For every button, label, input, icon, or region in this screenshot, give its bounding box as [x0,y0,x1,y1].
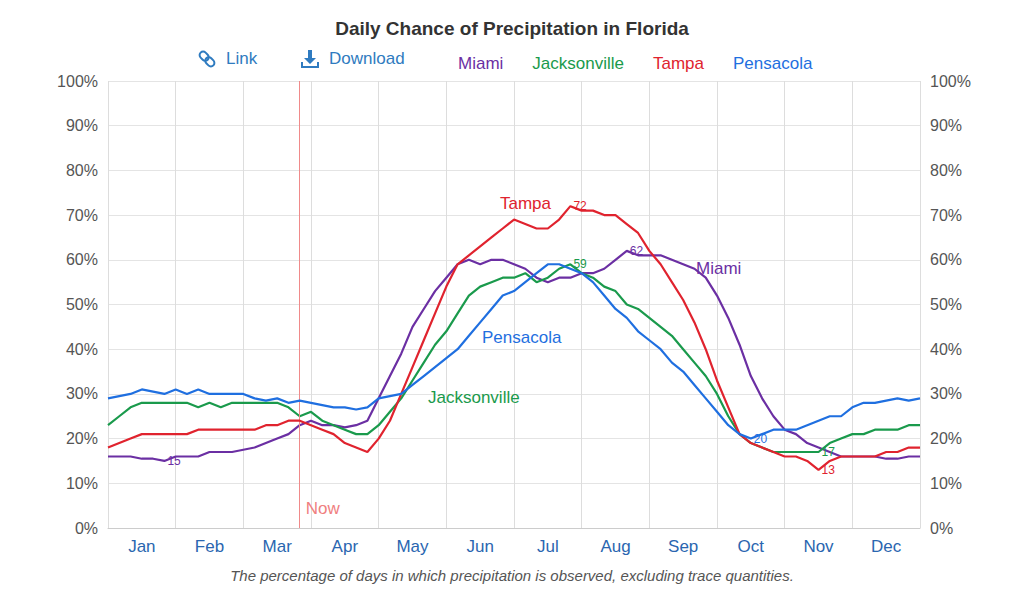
svg-text:Jacksonville: Jacksonville [532,54,624,73]
svg-text:50%: 50% [930,296,962,313]
svg-text:Miami: Miami [458,54,503,73]
svg-text:Apr: Apr [332,537,359,556]
svg-text:Miami: Miami [696,259,741,278]
svg-text:20%: 20% [930,430,962,447]
svg-text:80%: 80% [930,162,962,179]
svg-text:10%: 10% [66,475,98,492]
svg-text:70%: 70% [66,207,98,224]
svg-text:62: 62 [630,244,644,258]
svg-text:May: May [396,537,429,556]
svg-text:Link: Link [226,49,258,68]
svg-text:Download: Download [329,49,405,68]
svg-text:Pensacola: Pensacola [482,328,562,347]
svg-text:Now: Now [306,499,341,518]
svg-text:13: 13 [821,462,835,477]
svg-text:Nov: Nov [803,537,834,556]
svg-text:70%: 70% [930,207,962,224]
svg-text:100%: 100% [930,73,971,90]
svg-text:Pensacola: Pensacola [733,54,813,73]
svg-text:Sep: Sep [668,537,698,556]
svg-text:20: 20 [753,431,768,446]
svg-text:Feb: Feb [195,537,224,556]
svg-text:90%: 90% [66,117,98,134]
svg-text:30%: 30% [930,385,962,402]
svg-text:The percentage of days in whic: The percentage of days in which precipit… [230,567,794,584]
svg-text:Tampa: Tampa [653,54,705,73]
svg-text:60%: 60% [930,251,962,268]
svg-text:17: 17 [822,445,836,459]
svg-text:80%: 80% [66,162,98,179]
svg-text:72: 72 [573,199,587,214]
svg-text:40%: 40% [66,341,98,358]
svg-text:Daily Chance of Precipitation: Daily Chance of Precipitation in Florida [335,18,689,39]
svg-text:Aug: Aug [600,537,630,556]
svg-text:Dec: Dec [871,537,902,556]
svg-text:Jun: Jun [466,537,493,556]
svg-text:Jan: Jan [128,537,155,556]
svg-text:20%: 20% [66,430,98,447]
svg-text:0%: 0% [75,520,98,537]
svg-text:90%: 90% [930,117,962,134]
svg-text:40%: 40% [930,341,962,358]
svg-text:60%: 60% [66,251,98,268]
svg-text:Jacksonville: Jacksonville [428,388,520,407]
svg-text:Mar: Mar [263,537,293,556]
svg-text:15: 15 [167,454,181,468]
svg-text:10%: 10% [930,475,962,492]
svg-text:100%: 100% [57,73,98,90]
svg-text:0%: 0% [930,520,953,537]
svg-text:Oct: Oct [738,537,765,556]
svg-text:Jul: Jul [537,537,559,556]
svg-text:59: 59 [573,257,587,271]
svg-text:30%: 30% [66,385,98,402]
svg-text:Tampa: Tampa [500,194,552,213]
svg-text:50%: 50% [66,296,98,313]
